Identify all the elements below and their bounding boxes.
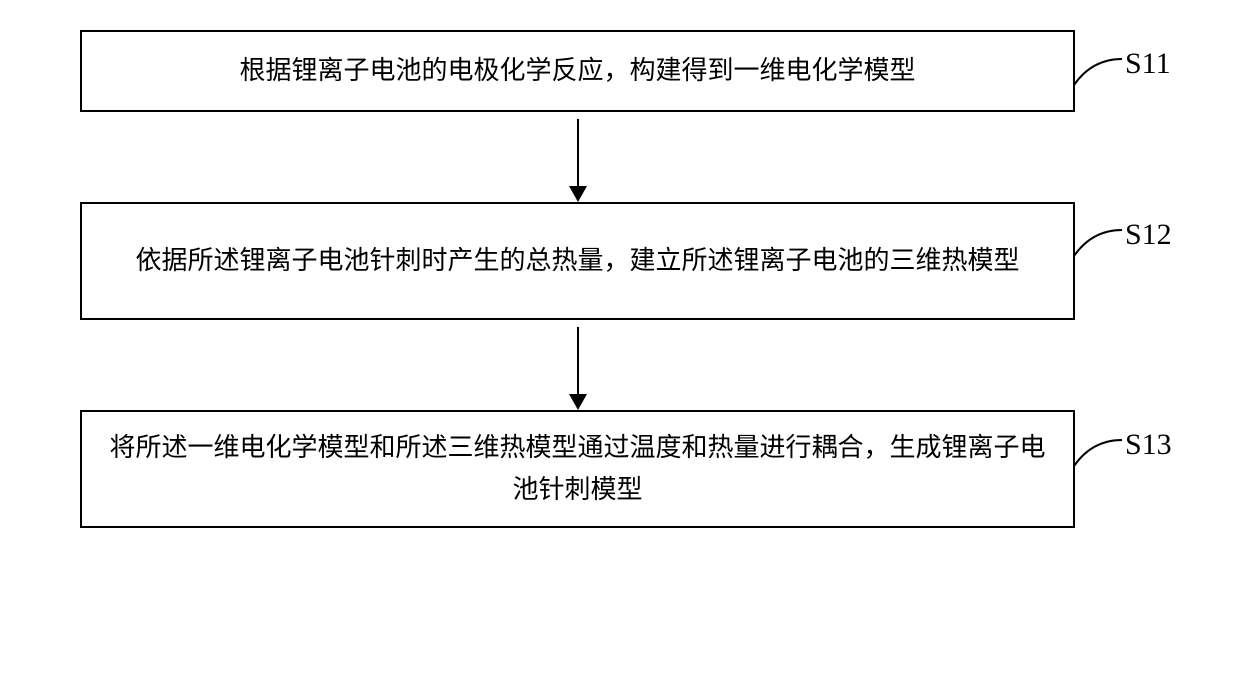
arrow-head-icon (569, 186, 587, 202)
arrow-head-icon (569, 394, 587, 410)
flowchart-node-s11: 根据锂离子电池的电极化学反应，构建得到一维电化学模型 (80, 30, 1075, 112)
node-text: 根据锂离子电池的电极化学反应，构建得到一维电化学模型 (239, 50, 915, 92)
step-label-s11: S11 (1125, 47, 1171, 81)
flowchart-node-s12: 依据所述锂离子电池针刺时产生的总热量，建立所述锂离子电池的三维热模型 (80, 202, 1075, 320)
connector-curve-s11 (1072, 57, 1132, 87)
step-label-s12: S12 (1125, 218, 1172, 252)
arrow-line (577, 327, 579, 403)
node-text: 将所述一维电化学模型和所述三维热模型通过温度和热量进行耦合，生成锂离子电池针刺模… (106, 427, 1049, 510)
arrow-s12-s13 (80, 320, 1075, 410)
flowchart-node-s13: 将所述一维电化学模型和所述三维热模型通过温度和热量进行耦合，生成锂离子电池针刺模… (80, 410, 1075, 528)
step-label-s13: S13 (1125, 428, 1172, 462)
connector-curve-s12 (1072, 228, 1132, 258)
arrow-line (577, 119, 579, 195)
node-text: 依据所述锂离子电池针刺时产生的总热量，建立所述锂离子电池的三维热模型 (135, 240, 1019, 282)
flowchart-container: 根据锂离子电池的电极化学反应，构建得到一维电化学模型 依据所述锂离子电池针刺时产… (80, 30, 1180, 528)
connector-curve-s13 (1072, 438, 1132, 468)
arrow-s11-s12 (80, 112, 1075, 202)
